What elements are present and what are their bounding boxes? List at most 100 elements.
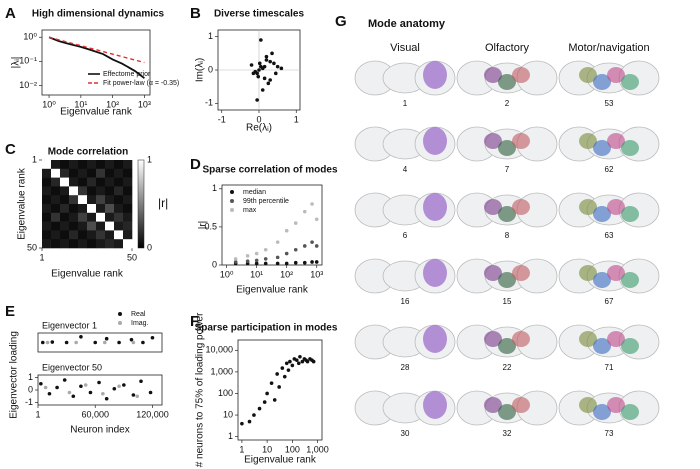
point: [141, 340, 145, 345]
point: [300, 359, 305, 364]
legend-label: Effectome prior: [103, 71, 151, 78]
chart-title: Sparse correlation of modes: [202, 165, 337, 176]
point: [310, 202, 314, 206]
heat-cell: [51, 239, 61, 249]
heat-cell: [96, 160, 106, 170]
point: [314, 244, 319, 248]
point: [275, 240, 280, 244]
point: [259, 38, 263, 42]
y-axis-label: Eigenvector loading: [9, 331, 20, 419]
activity: [512, 199, 530, 215]
point: [117, 340, 121, 345]
point: [311, 359, 316, 364]
column-header: Visual: [390, 42, 420, 54]
y-tick-label: 0.5: [204, 221, 217, 231]
heat-cell: [123, 239, 133, 249]
x-axis-label: Re(λᵢ): [246, 123, 272, 134]
heat-cell: [42, 186, 52, 196]
point: [314, 217, 319, 222]
activity: [512, 265, 530, 281]
y-tick-label: 0: [208, 64, 213, 74]
point: [275, 261, 280, 266]
heat-cell: [78, 212, 88, 222]
brain: [456, 324, 558, 360]
heat-cell: [42, 204, 52, 214]
activity: [579, 265, 597, 281]
heat-cell: [51, 230, 61, 240]
activity: [621, 404, 639, 420]
heat-cell: [42, 177, 52, 187]
point: [247, 419, 252, 424]
activity: [593, 74, 611, 90]
point: [263, 247, 268, 252]
plot-frame: [37, 374, 163, 406]
heat-cell: [105, 212, 115, 222]
y-tick-label: 10,000: [205, 345, 233, 355]
heat-cell: [42, 168, 52, 178]
point: [245, 259, 250, 263]
heat-cell: [51, 212, 61, 222]
mode-number: 15: [503, 297, 512, 306]
point: [83, 383, 88, 387]
heat-cell: [42, 195, 52, 205]
activity: [579, 199, 597, 215]
point: [79, 384, 83, 389]
x-tick-label: 10: [262, 444, 272, 454]
plot-frame: [41, 29, 151, 96]
point: [268, 78, 272, 82]
point: [263, 261, 268, 266]
activity: [593, 338, 611, 354]
heat-cell: [60, 177, 70, 187]
point: [252, 413, 256, 417]
x-tick-label: 100: [285, 444, 300, 454]
mode-number: 4: [403, 165, 408, 174]
heat-cell: [60, 239, 70, 249]
point: [282, 374, 287, 379]
heat-cell: [123, 168, 133, 178]
column-header: Olfactory: [485, 42, 530, 54]
heat-cell: [96, 204, 106, 214]
x-tick-label: 1,000: [306, 444, 329, 454]
panel-label: A: [5, 5, 16, 22]
colorbar: [137, 159, 145, 249]
heat-cell: [78, 168, 88, 178]
heat-cell: [69, 168, 79, 178]
activity: [498, 140, 516, 156]
brain: [354, 390, 456, 426]
point: [310, 260, 314, 264]
heat-cell: [78, 204, 88, 214]
x-tick-label: 1: [35, 409, 40, 419]
point: [131, 393, 136, 397]
point: [302, 260, 307, 265]
heat-cell: [87, 221, 97, 231]
point: [40, 340, 45, 345]
brain: [558, 60, 660, 96]
point: [268, 59, 272, 64]
activity: [579, 67, 597, 83]
heat-cell: [69, 212, 79, 222]
point: [284, 261, 289, 266]
point: [293, 221, 298, 225]
activity: [512, 67, 530, 83]
x-axis-label: Eigenvalue rank: [244, 455, 317, 466]
point: [302, 244, 307, 248]
point: [233, 260, 238, 264]
point: [265, 391, 269, 396]
activity: [607, 133, 625, 149]
heat-cell: [87, 204, 97, 214]
heat-cell: [96, 195, 106, 205]
heat-cell: [96, 230, 106, 240]
heat-cell: [105, 239, 115, 249]
legend-swatch: [118, 321, 122, 325]
heat-cell: [123, 177, 133, 187]
point: [284, 228, 289, 233]
x-axis-label: Eigenvalue rank: [51, 269, 124, 280]
activity: [621, 140, 639, 156]
x-tick-label: 0: [256, 114, 261, 124]
colorbar-tick-label: 1: [147, 154, 152, 164]
point: [55, 385, 59, 390]
brain: [558, 258, 660, 294]
x-tick-label: 120,000: [136, 409, 169, 419]
heat-cell: [87, 168, 97, 178]
y-tick-label: 1,000: [210, 366, 233, 376]
